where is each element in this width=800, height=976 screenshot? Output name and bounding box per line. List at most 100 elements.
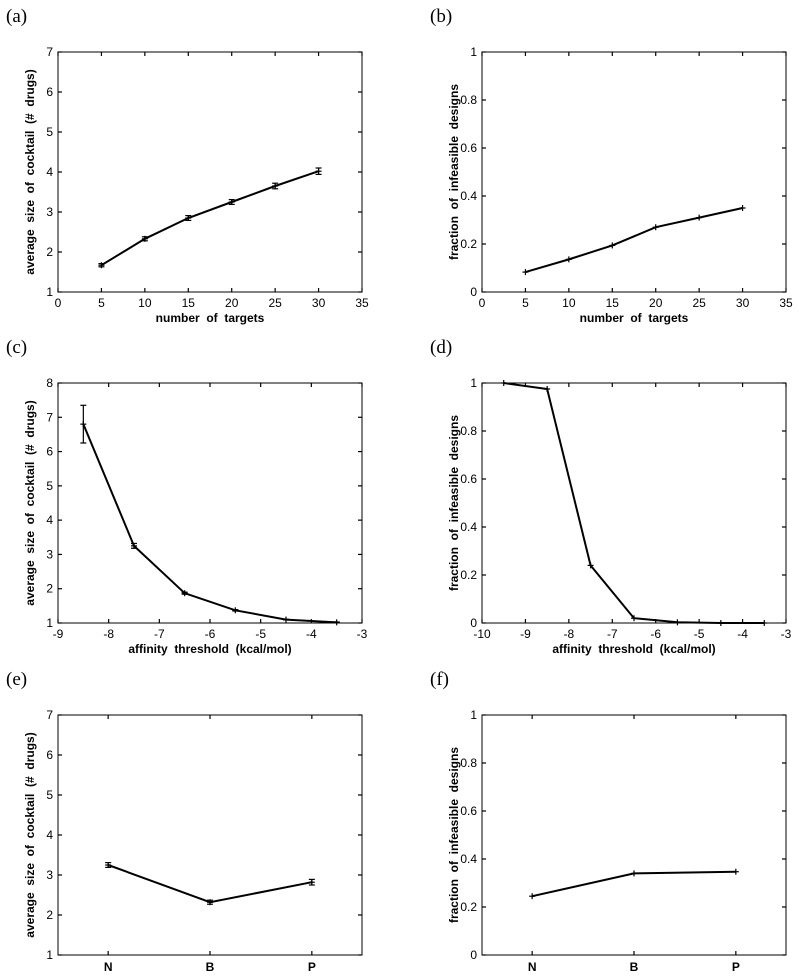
- x-tick-label: -8: [103, 627, 114, 641]
- y-tick-label: 0.6: [460, 804, 477, 818]
- y-tick-label: 0: [470, 948, 477, 962]
- panel-d: (d) 0 0.2 0.4 0.6 0.8 1 -10 -9 -8 -7 -6 -5 -4 -3 affini…: [430, 337, 792, 656]
- y-tick-label: 4: [46, 828, 53, 842]
- y-tick-label: 5: [46, 788, 53, 802]
- category-label: B: [630, 960, 639, 974]
- y-tick-label: 6: [46, 445, 53, 459]
- x-axis-label: affinity threshold (kcal/mol): [128, 642, 291, 656]
- y-tick-label: 5: [46, 479, 53, 493]
- x-tick-label: -7: [154, 627, 165, 641]
- y-tick-label: 0.2: [460, 237, 477, 251]
- x-tick-label: -5: [694, 627, 705, 641]
- x-tick-label: 25: [692, 296, 706, 310]
- y-tick-label: 3: [46, 205, 53, 219]
- y-tick-label: 7: [46, 410, 53, 424]
- x-tick-label: 30: [736, 296, 750, 310]
- category-label: B: [206, 960, 215, 974]
- y-tick-label: 2: [46, 582, 53, 596]
- x-tick-label: 35: [355, 296, 369, 310]
- x-tick-label: 15: [182, 296, 196, 310]
- x-tick-label: 5: [522, 296, 529, 310]
- x-tick-label: 30: [312, 296, 326, 310]
- series-line: [82, 423, 337, 624]
- x-tick-label: 20: [649, 296, 663, 310]
- x-tick-label: -8: [564, 627, 575, 641]
- y-tick-label: 5: [46, 125, 53, 139]
- axes-frame: [481, 382, 787, 624]
- y-tick-label: 0.8: [460, 756, 477, 770]
- y-tick-label: 0.4: [460, 189, 477, 203]
- y-tick-label: 2: [46, 245, 53, 259]
- y-tick-label: 0: [470, 285, 477, 299]
- y-tick-label: 2: [46, 908, 53, 922]
- category-label: N: [528, 960, 537, 974]
- panel-c: (c) 1 2 3 4 5 6 7 8 -9 -8 -7 -6 -5 -4 -3 affinity thresh…: [6, 337, 368, 656]
- x-tick-label: 0: [55, 296, 62, 310]
- panel-label: (d): [430, 337, 452, 358]
- x-tick-label: -9: [520, 627, 531, 641]
- x-tick-label: -4: [737, 627, 748, 641]
- y-tick-label: 1: [470, 708, 477, 722]
- y-axis-label: fraction of infeasible designs: [447, 747, 461, 923]
- y-tick-label: 1: [46, 285, 53, 299]
- y-tick-label: 6: [46, 85, 53, 99]
- series-line: [100, 170, 319, 267]
- y-tick-label: 8: [46, 376, 53, 390]
- x-tick-label: -10: [473, 627, 491, 641]
- y-tick-label: 0: [470, 616, 477, 630]
- x-tick-label: 10: [562, 296, 576, 310]
- axes-frame: [57, 714, 363, 956]
- x-tick-label: 5: [98, 296, 105, 310]
- panel-label: (b): [430, 6, 452, 27]
- panel-label: (f): [430, 669, 449, 690]
- category-label: P: [308, 960, 316, 974]
- x-tick-label: -6: [650, 627, 661, 641]
- y-tick-label: 7: [46, 45, 53, 59]
- x-axis-label: affinity threshold (kcal/mol): [552, 642, 715, 656]
- y-tick-label: 0.6: [460, 472, 477, 486]
- y-tick-label: 1: [46, 948, 53, 962]
- y-tick-label: 1: [470, 376, 477, 390]
- y-tick-label: 3: [46, 547, 53, 561]
- y-tick-label: 6: [46, 748, 53, 762]
- panel-a: (a) 1 2 3 4 5 6 7 0 5 10 15 20 25 30 35 number of target…: [6, 6, 369, 325]
- x-tick-label: -3: [781, 627, 792, 641]
- axes-frame: [57, 382, 363, 624]
- x-tick-label: 15: [606, 296, 620, 310]
- panel-label: (a): [6, 6, 27, 27]
- x-tick-label: -6: [205, 627, 216, 641]
- y-tick-label: 1: [46, 616, 53, 630]
- y-axis-label: average size of cocktail (# drugs): [23, 400, 37, 605]
- series-line: [503, 382, 765, 624]
- y-tick-label: 0.4: [460, 852, 477, 866]
- x-tick-label: 25: [268, 296, 282, 310]
- category-label: P: [732, 960, 740, 974]
- axes-frame: [481, 51, 787, 293]
- y-tick-label: 4: [46, 165, 53, 179]
- y-tick-label: 0.8: [460, 93, 477, 107]
- x-tick-label: 35: [779, 296, 793, 310]
- y-tick-label: 7: [46, 708, 53, 722]
- x-tick-label: 20: [225, 296, 239, 310]
- x-tick-label: -4: [306, 627, 317, 641]
- series-line: [525, 207, 743, 274]
- x-tick-label: -5: [255, 627, 266, 641]
- y-tick-label: 1: [470, 45, 477, 59]
- y-tick-label: 0.4: [460, 520, 477, 534]
- y-tick-label: 0.2: [460, 568, 477, 582]
- y-tick-label: 3: [46, 868, 53, 882]
- y-tick-label: 0.2: [460, 900, 477, 914]
- y-axis-label: fraction of infeasible designs: [447, 84, 461, 260]
- x-tick-label: 10: [138, 296, 152, 310]
- x-axis-label: number of targets: [156, 311, 265, 325]
- x-tick-label: -7: [607, 627, 618, 641]
- y-tick-label: 0.6: [460, 141, 477, 155]
- axes-frame: [481, 714, 787, 956]
- series-line: [107, 864, 313, 904]
- panel-label: (e): [6, 669, 27, 690]
- panel-label: (c): [6, 337, 27, 358]
